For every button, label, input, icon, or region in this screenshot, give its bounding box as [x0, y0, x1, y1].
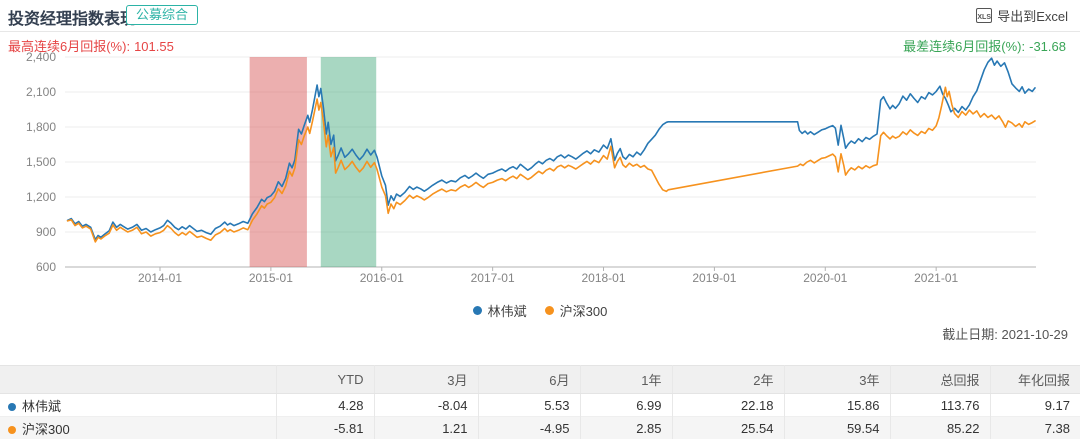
panel-header: 投资经理指数表现 公募综合 XLS 导出到Excel	[0, 0, 1080, 31]
legend-label: 林伟斌	[487, 304, 527, 319]
series-color-dot	[8, 426, 16, 435]
value-cell: 9.17	[1044, 397, 1070, 413]
y-axis-label: 1,800	[26, 120, 56, 134]
xls-file-icon: XLS	[976, 8, 993, 23]
table-header-row: YTD 3月 6月 1年 2年 3年 总回报 年化回报	[0, 365, 1080, 394]
table-column-header: 3年	[784, 365, 891, 394]
row-name-cell: 林伟斌	[0, 393, 277, 417]
x-axis-label: 2021-01	[914, 271, 958, 285]
value-cell: 15.86	[784, 393, 891, 417]
y-axis-label: 2,100	[26, 85, 56, 99]
x-axis-label: 2019-01	[692, 271, 736, 285]
x-axis-label: 2017-01	[471, 271, 515, 285]
best-6m-return-value: 101.55	[134, 39, 174, 54]
x-axis-label: 2015-01	[249, 271, 293, 285]
legend-dot	[544, 306, 554, 315]
value-cell: 6.99	[580, 393, 673, 417]
value-cell: 2.85	[580, 416, 673, 439]
legend-label: 沪深300	[559, 304, 608, 319]
table-column-header: 1年	[580, 365, 673, 394]
table-column-header: 年化回报	[990, 365, 1080, 394]
y-axis-label: 1,500	[26, 155, 56, 169]
value-cell: 5.53	[478, 393, 581, 417]
table-row: 沪深300 -5.81 1.21 -4.95 2.85 25.54 59.54 85.22 7.…	[0, 416, 1080, 439]
row-name-cell: 沪深300	[0, 416, 277, 439]
table-column-header: 总回报	[890, 365, 991, 394]
best-6m-return-stat: 最高连续6月回报(%): 101.55	[8, 36, 178, 55]
x-axis-label: 2020-01	[803, 271, 847, 285]
worst-6m-return-value: -31.68	[1029, 39, 1066, 54]
table-row: 林伟斌 4.28 -8.04 5.53 6.99 22.18 15.86 113.76 9.17	[0, 393, 1080, 417]
table-corner-cell	[0, 365, 277, 394]
y-axis-label: 600	[36, 260, 56, 274]
performance-line-chart: 600 900 1,200 1,500 1,800 2,100 2,400 2014-01 20…	[26, 50, 1036, 285]
x-axis-label: 2018-01	[581, 271, 625, 285]
x-axis-label: 2014-01	[138, 271, 182, 285]
as-of-label: 截止日期:	[942, 327, 998, 342]
best-6m-period-band	[249, 57, 307, 267]
legend-item-manager[interactable]: 林伟斌	[472, 301, 527, 320]
page-title: 投资经理指数表现	[8, 11, 137, 28]
category-badge: 公募综合	[126, 5, 199, 25]
legend-dot	[472, 306, 482, 315]
performance-table: YTD 3月 6月 1年 2年 3年 总回报 年化回报 林伟斌 4.28 -8.04 5.53 6.9…	[0, 365, 1080, 439]
chart-legend: 林伟斌 沪深300	[0, 301, 1080, 320]
value-cell: 22.18	[672, 393, 785, 417]
value-cell: 59.54	[784, 416, 891, 439]
value-cell: 7.38	[1044, 420, 1070, 436]
x-axis-label: 2016-01	[360, 271, 404, 285]
table-column-header: YTD	[276, 365, 375, 394]
export-excel-label: 导出到Excel	[997, 9, 1068, 24]
xls-icon-text: XLS	[977, 14, 992, 21]
worst-6m-return-stat: 最差连续6月回报(%): -31.68	[903, 36, 1070, 55]
value-cell: 85.22	[890, 416, 991, 439]
value-cell: 1.21	[374, 416, 479, 439]
value-cell: 25.54	[672, 416, 785, 439]
export-excel-button[interactable]: XLS 导出到Excel	[976, 6, 1068, 25]
header-divider	[0, 31, 1080, 32]
table-column-header: 6月	[478, 365, 581, 394]
table-column-header: 2年	[672, 365, 785, 394]
as-of-date: 截止日期: 2021-10-29	[942, 324, 1068, 343]
value-cell: -8.04	[374, 393, 479, 417]
value-cell: 4.28	[276, 393, 375, 417]
series-color-dot	[8, 403, 16, 412]
value-cell: 113.76	[890, 393, 991, 417]
best-6m-return-label: 最高连续6月回报(%):	[8, 39, 131, 54]
series-line-manager	[66, 57, 1036, 241]
as-of-value: 2021-10-29	[1001, 327, 1069, 342]
series-line-benchmark	[66, 86, 1036, 243]
y-axis-label: 1,200	[26, 190, 56, 204]
value-cell: -5.81	[276, 416, 375, 439]
value-cell: -4.95	[478, 416, 581, 439]
y-axis-label: 2,400	[26, 50, 56, 64]
table-column-header: 3月	[374, 365, 479, 394]
legend-item-benchmark[interactable]: 沪深300	[544, 301, 608, 320]
y-axis-label: 900	[36, 225, 56, 239]
worst-6m-return-label: 最差连续6月回报(%):	[903, 39, 1026, 54]
